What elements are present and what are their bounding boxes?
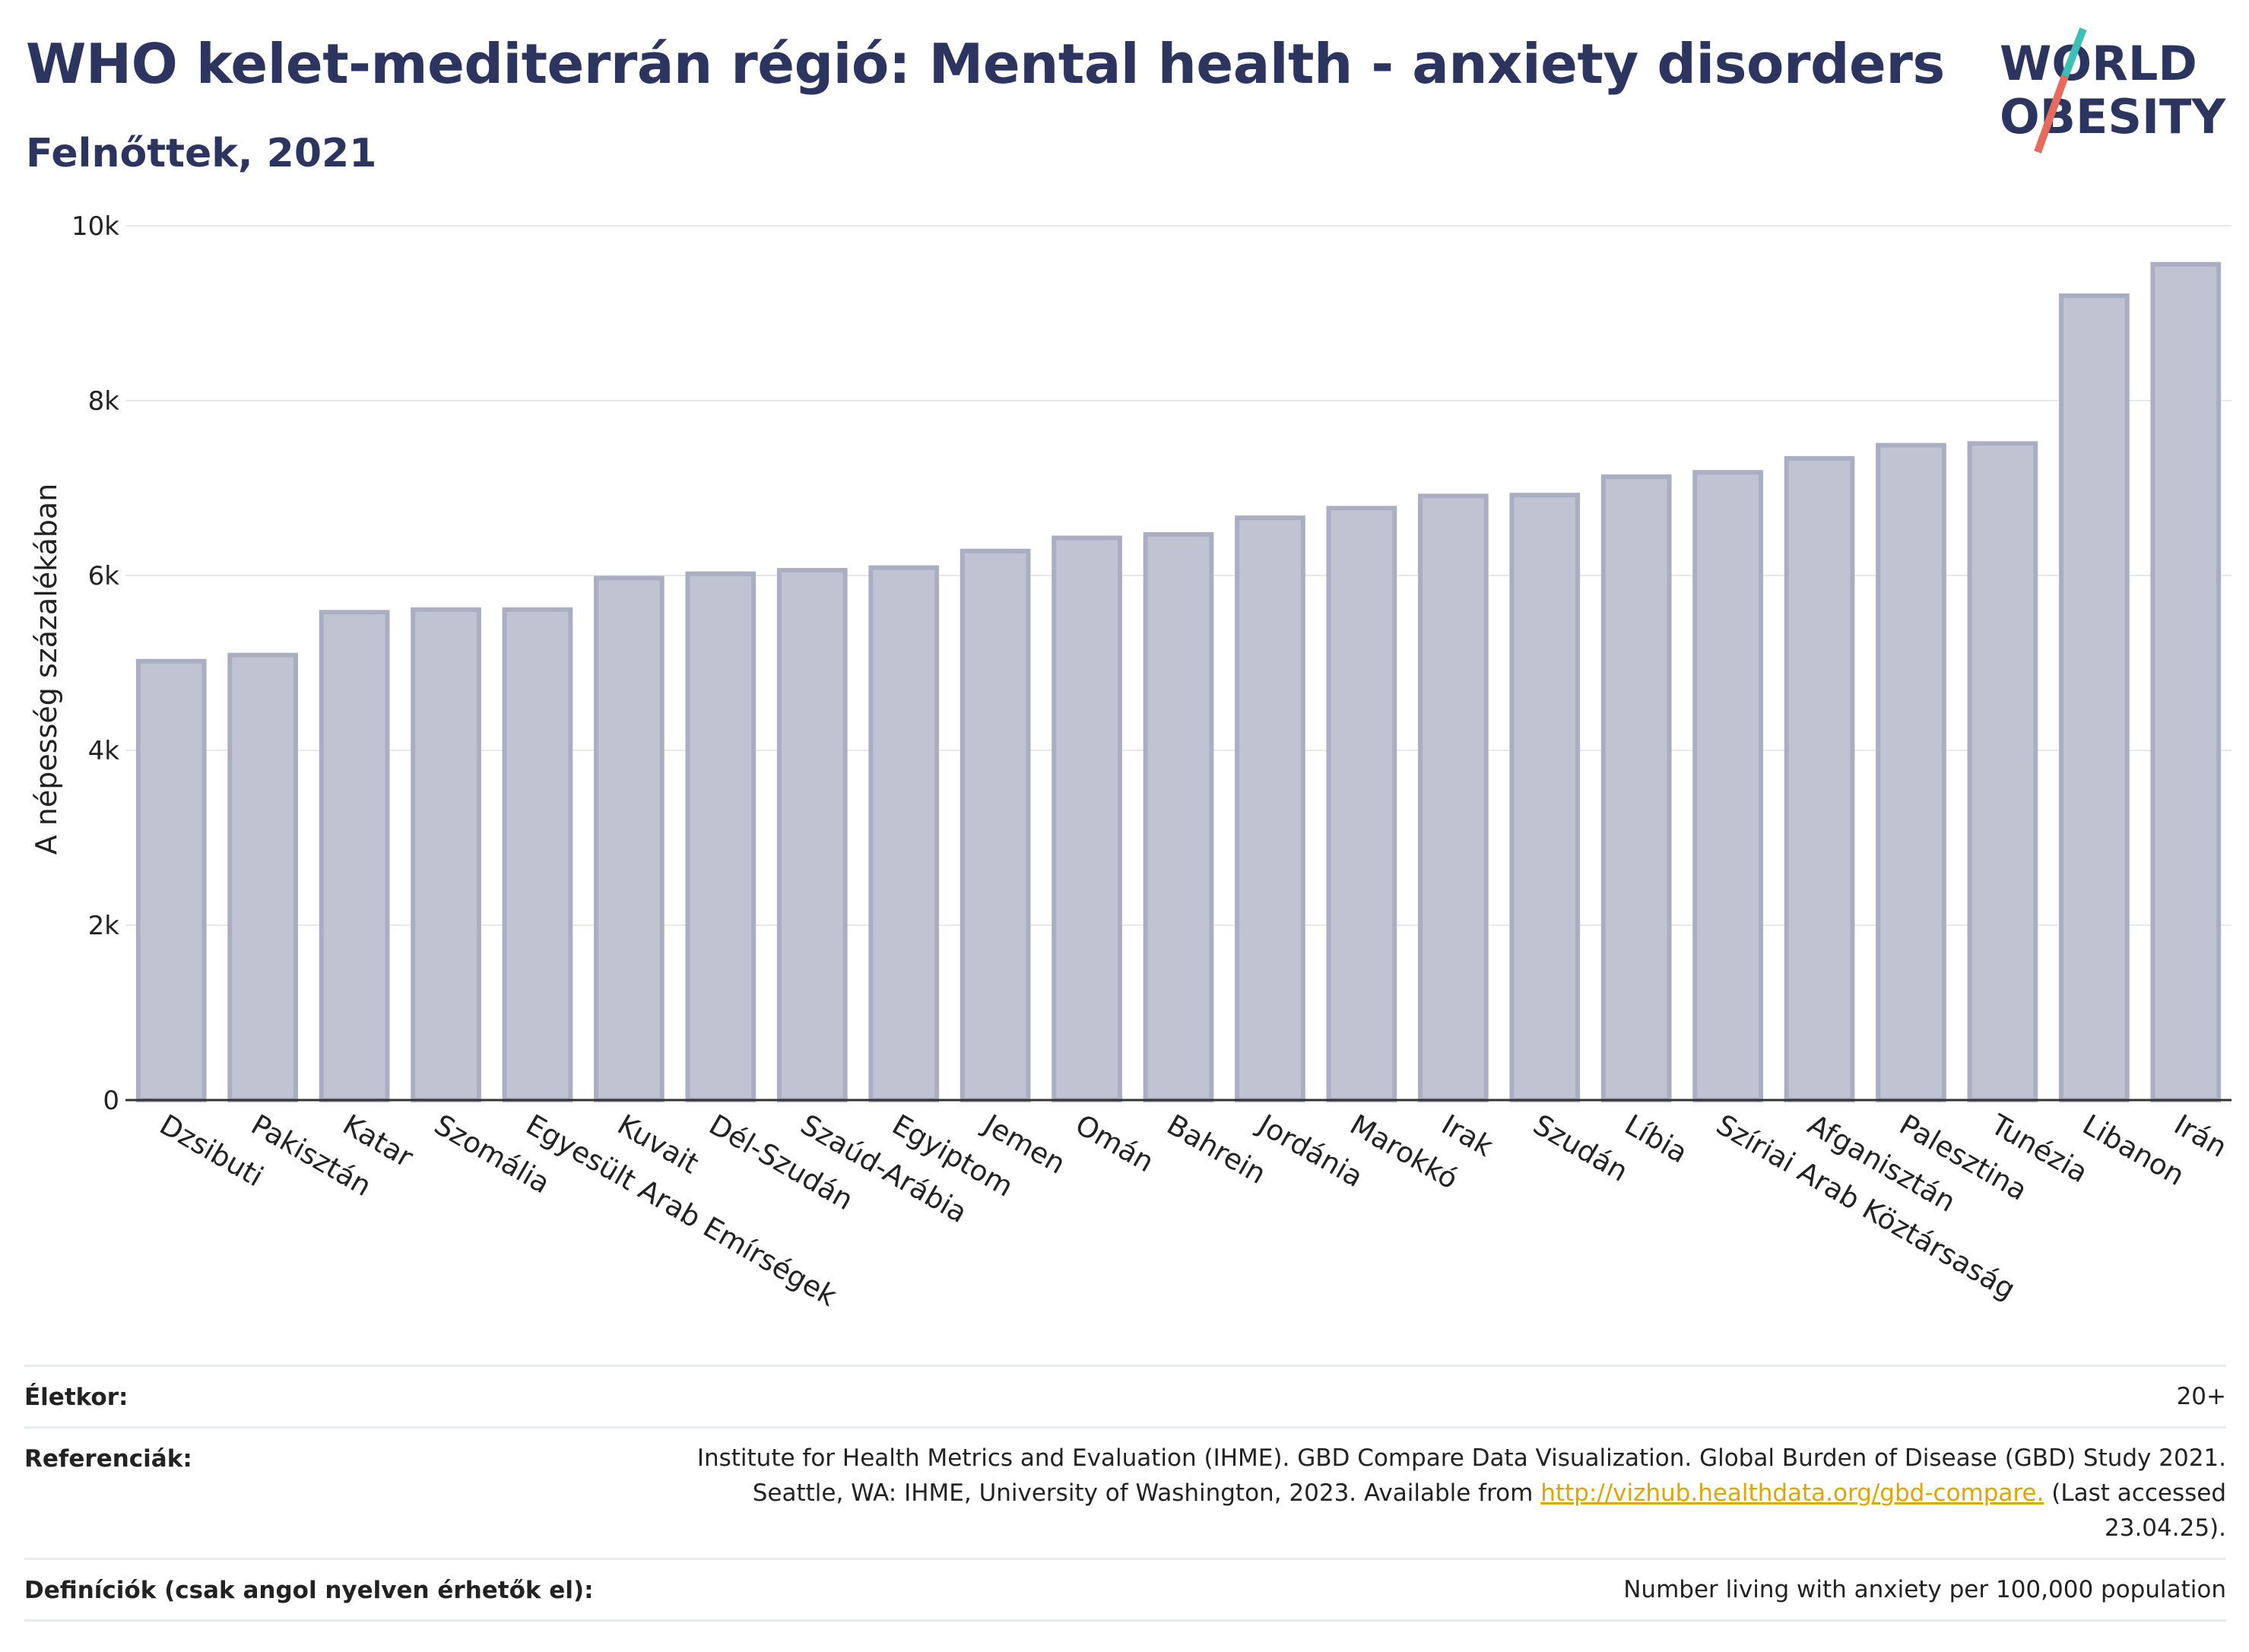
x-tick-label: Jordánia — [1251, 1108, 1369, 1194]
info-key: Definíciók (csak angol nyelven érhetők e… — [24, 1577, 594, 1604]
reference-text-end: (Last accessed 23.04.25). — [2044, 1479, 2226, 1542]
bar-dzsibuti — [135, 658, 207, 1102]
x-tick-label: Libanon — [2077, 1108, 2190, 1193]
bar-irak — [1417, 493, 1489, 1102]
y-tick-label: 10k — [71, 211, 119, 242]
y-tick-label: 0 — [103, 1086, 119, 1116]
y-tick-label: 8k — [88, 386, 120, 417]
info-table: Életkor: 20+ Referenciák: Institute for … — [24, 1365, 2226, 1622]
logo-slash-teal — [2061, 27, 2087, 78]
bars — [135, 262, 2222, 1103]
bar-szudán — [1509, 493, 1581, 1102]
chart-title: WHO kelet-mediterrán régió: Mental healt… — [26, 32, 1945, 96]
info-value: Institute for Health Metrics and Evaluat… — [668, 1428, 2226, 1558]
y-tick-label: 6k — [88, 561, 120, 591]
world-obesity-logo: WORLD OBESITY — [2000, 27, 2226, 154]
info-key: Életkor: — [24, 1384, 128, 1411]
info-row-references: Referenciák: Institute for Health Metric… — [24, 1426, 2226, 1558]
bar-líbia — [1600, 474, 1672, 1102]
bar-afganisztán — [1784, 455, 1855, 1102]
bar-libanon — [2058, 293, 2130, 1102]
y-axis-ticks: 0 2k 4k 6k 8k 10k — [71, 211, 119, 1116]
bar-katar — [319, 610, 390, 1102]
bar-irán — [2150, 262, 2222, 1103]
bar-pakisztán — [227, 652, 299, 1102]
x-tick-label: Szudán — [1527, 1108, 1633, 1188]
y-tick-label: 4k — [88, 736, 120, 766]
bar-jemen — [960, 548, 1031, 1102]
bar-kuvait — [594, 576, 665, 1102]
y-axis-label: A népesség százalékában — [30, 484, 63, 855]
info-value: 20+ — [2176, 1383, 2226, 1410]
logo-line1: WORLD — [2000, 36, 2197, 91]
bar-szaúd-arábia — [776, 568, 848, 1102]
x-tick-label: Omán — [1070, 1108, 1159, 1179]
bar-egyiptom — [868, 565, 940, 1102]
reference-text: Institute for Health Metrics and Evaluat… — [696, 1444, 2226, 1507]
bar-egyesült-arab-emírségek — [502, 607, 573, 1102]
logo-line2: OBESITY — [2000, 89, 2226, 144]
bar-jordánia — [1235, 515, 1305, 1102]
bar-szíriai-arab-köztársaság — [1692, 470, 1763, 1102]
bar-palesztina — [1876, 442, 1946, 1102]
logo-slash-red — [2034, 75, 2069, 154]
bar-bahrein — [1143, 531, 1214, 1102]
x-tick-label: Bahrein — [1162, 1108, 1272, 1191]
bar-tunézia — [1967, 441, 2038, 1102]
chart-subtitle: Felnőttek, 2021 — [26, 131, 377, 176]
x-tick-label: Dzsibuti — [154, 1108, 269, 1194]
x-tick-label: Irán — [2168, 1108, 2232, 1164]
info-row-definitions: Definíciók (csak angol nyelven érhetők e… — [24, 1558, 2226, 1622]
bar-omán — [1052, 535, 1122, 1102]
bar-marokkó — [1326, 506, 1397, 1102]
info-key: Referenciák: — [24, 1445, 192, 1473]
y-tick-label: 2k — [88, 911, 120, 941]
reference-link[interactable]: http://vizhub.healthdata.org/gbd-compare… — [1540, 1479, 2044, 1507]
x-tick-label: Irak — [1436, 1108, 1499, 1164]
info-row-age: Életkor: 20+ — [24, 1365, 2226, 1426]
bar-szomália — [411, 607, 481, 1102]
bar-dél-szudán — [685, 571, 757, 1102]
info-value: Number living with anxiety per 100,000 p… — [1623, 1576, 2226, 1603]
